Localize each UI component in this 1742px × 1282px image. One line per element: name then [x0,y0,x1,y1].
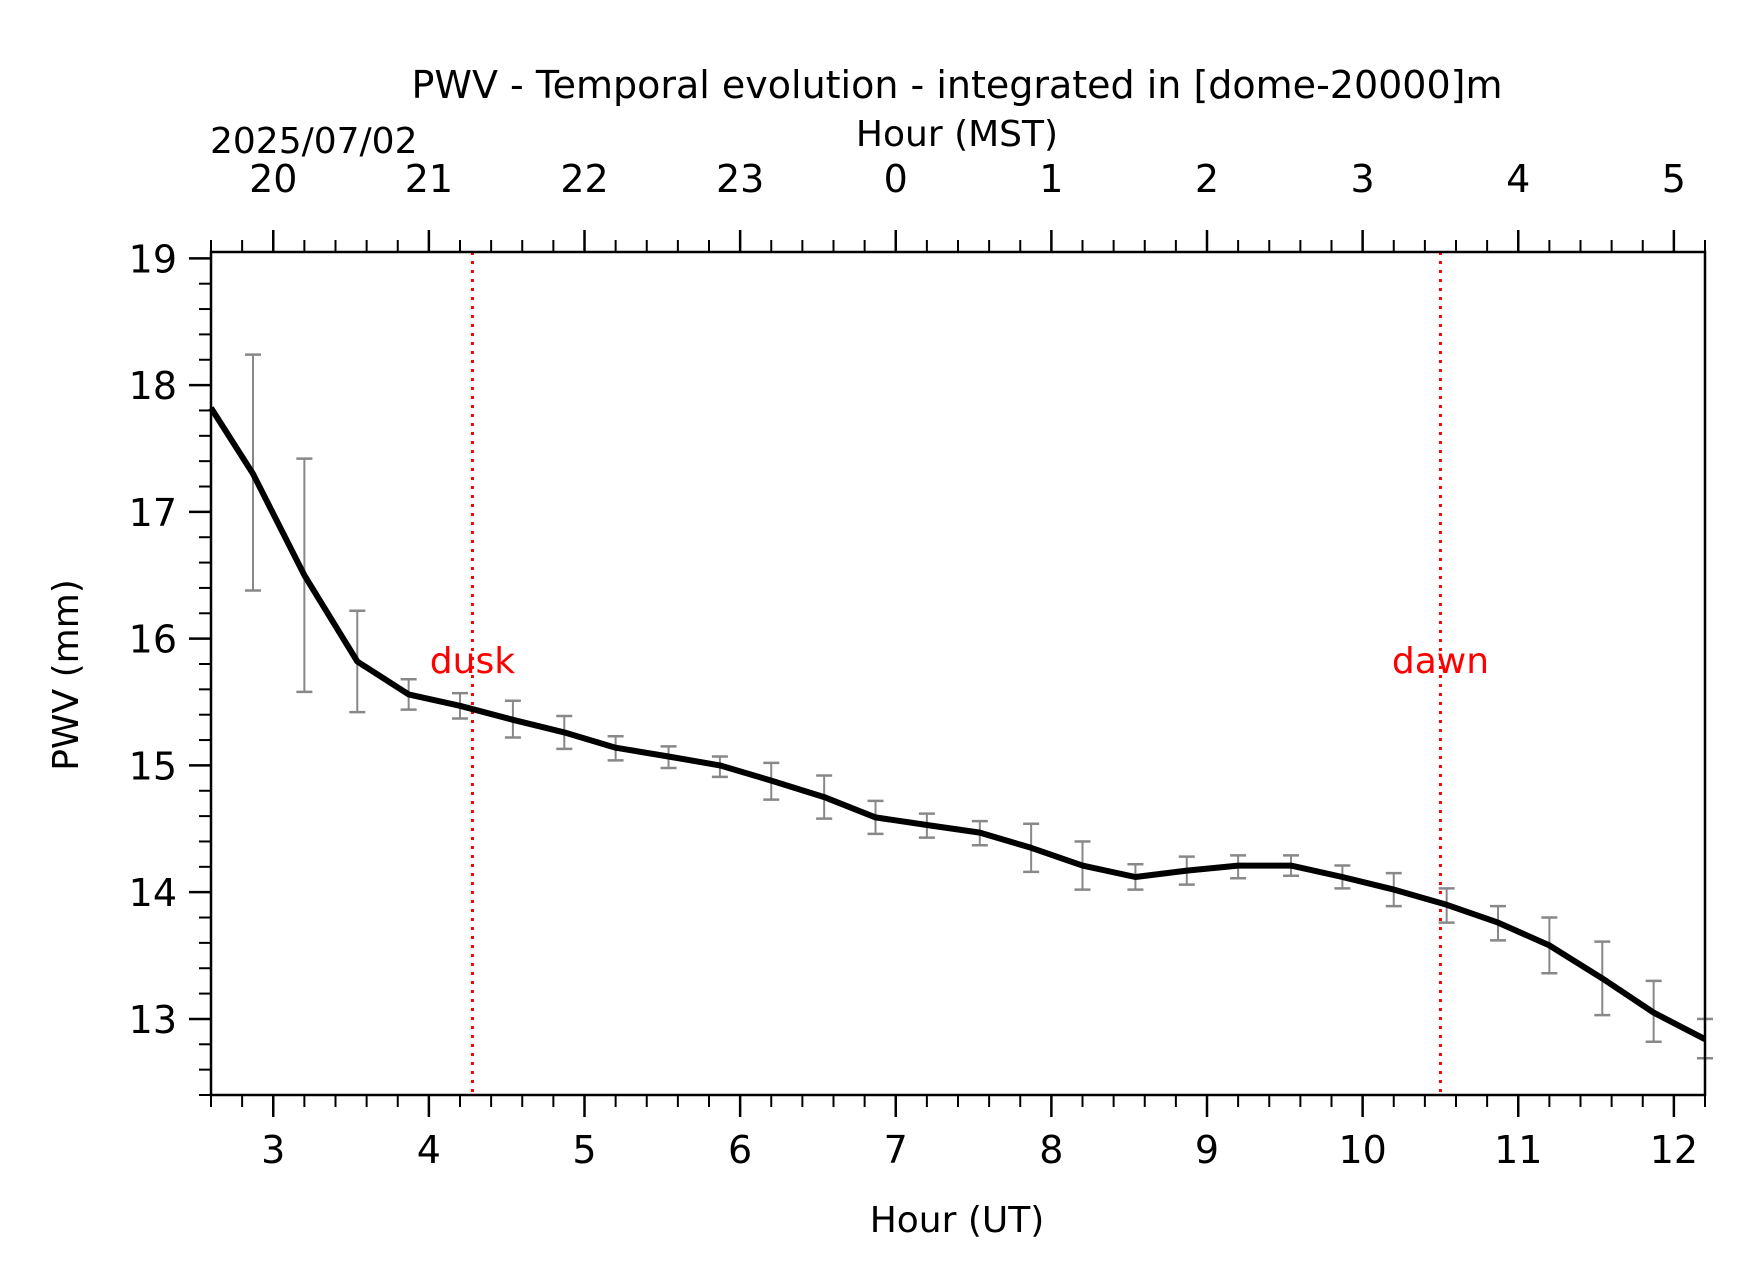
x2-tick-label: 0 [884,157,908,201]
y-tick-label: 13 [129,998,177,1042]
x-tick-label: 6 [728,1128,752,1172]
x2-tick-label: 20 [249,157,297,201]
x-tick-label: 11 [1494,1128,1542,1172]
chart-title: PWV - Temporal evolution - integrated in… [411,63,1502,107]
x2-tick-label: 23 [716,157,764,201]
plot-frame [209,250,1707,1097]
y-tick-label: 19 [129,237,177,281]
x-axis-label: Hour (UT) [870,1200,1045,1241]
x2-tick-label: 5 [1662,157,1686,201]
y-tick-label: 15 [129,744,177,788]
x2-tick-label: 1 [1039,157,1063,201]
y-tick-label: 17 [129,491,177,535]
x-tick-label: 10 [1338,1128,1386,1172]
y-tick-label: 18 [129,364,177,408]
x-tick-label: 8 [1039,1128,1063,1172]
x-tick-label: 12 [1650,1128,1698,1172]
x-tick-label: 9 [1195,1128,1219,1172]
x2-tick-label: 22 [560,157,608,201]
x2-tick-label: 21 [405,157,453,201]
x2-tick-label: 3 [1351,157,1375,201]
series [208,406,1707,1042]
pwv-series-line [208,406,1707,1042]
x-tick-label: 4 [417,1128,441,1172]
dawn-label: dawn [1392,641,1489,682]
x-tick-label: 3 [261,1128,285,1172]
x2-tick-label: 2 [1195,157,1219,201]
top-axis-label: Hour (MST) [856,114,1058,155]
x-tick-label: 7 [884,1128,908,1172]
dusk-label: dusk [430,641,515,682]
date-label: 2025/07/02 [210,121,418,162]
x2-tick-label: 4 [1506,157,1530,201]
x-tick-label: 5 [572,1128,596,1172]
annotations: dusk dawn [430,252,1489,1095]
axis-ticks [189,230,1706,1117]
y-tick-label: 16 [129,618,177,662]
y-axis-label: PWV (mm) [46,579,87,771]
y-tick-label: 14 [129,871,177,915]
